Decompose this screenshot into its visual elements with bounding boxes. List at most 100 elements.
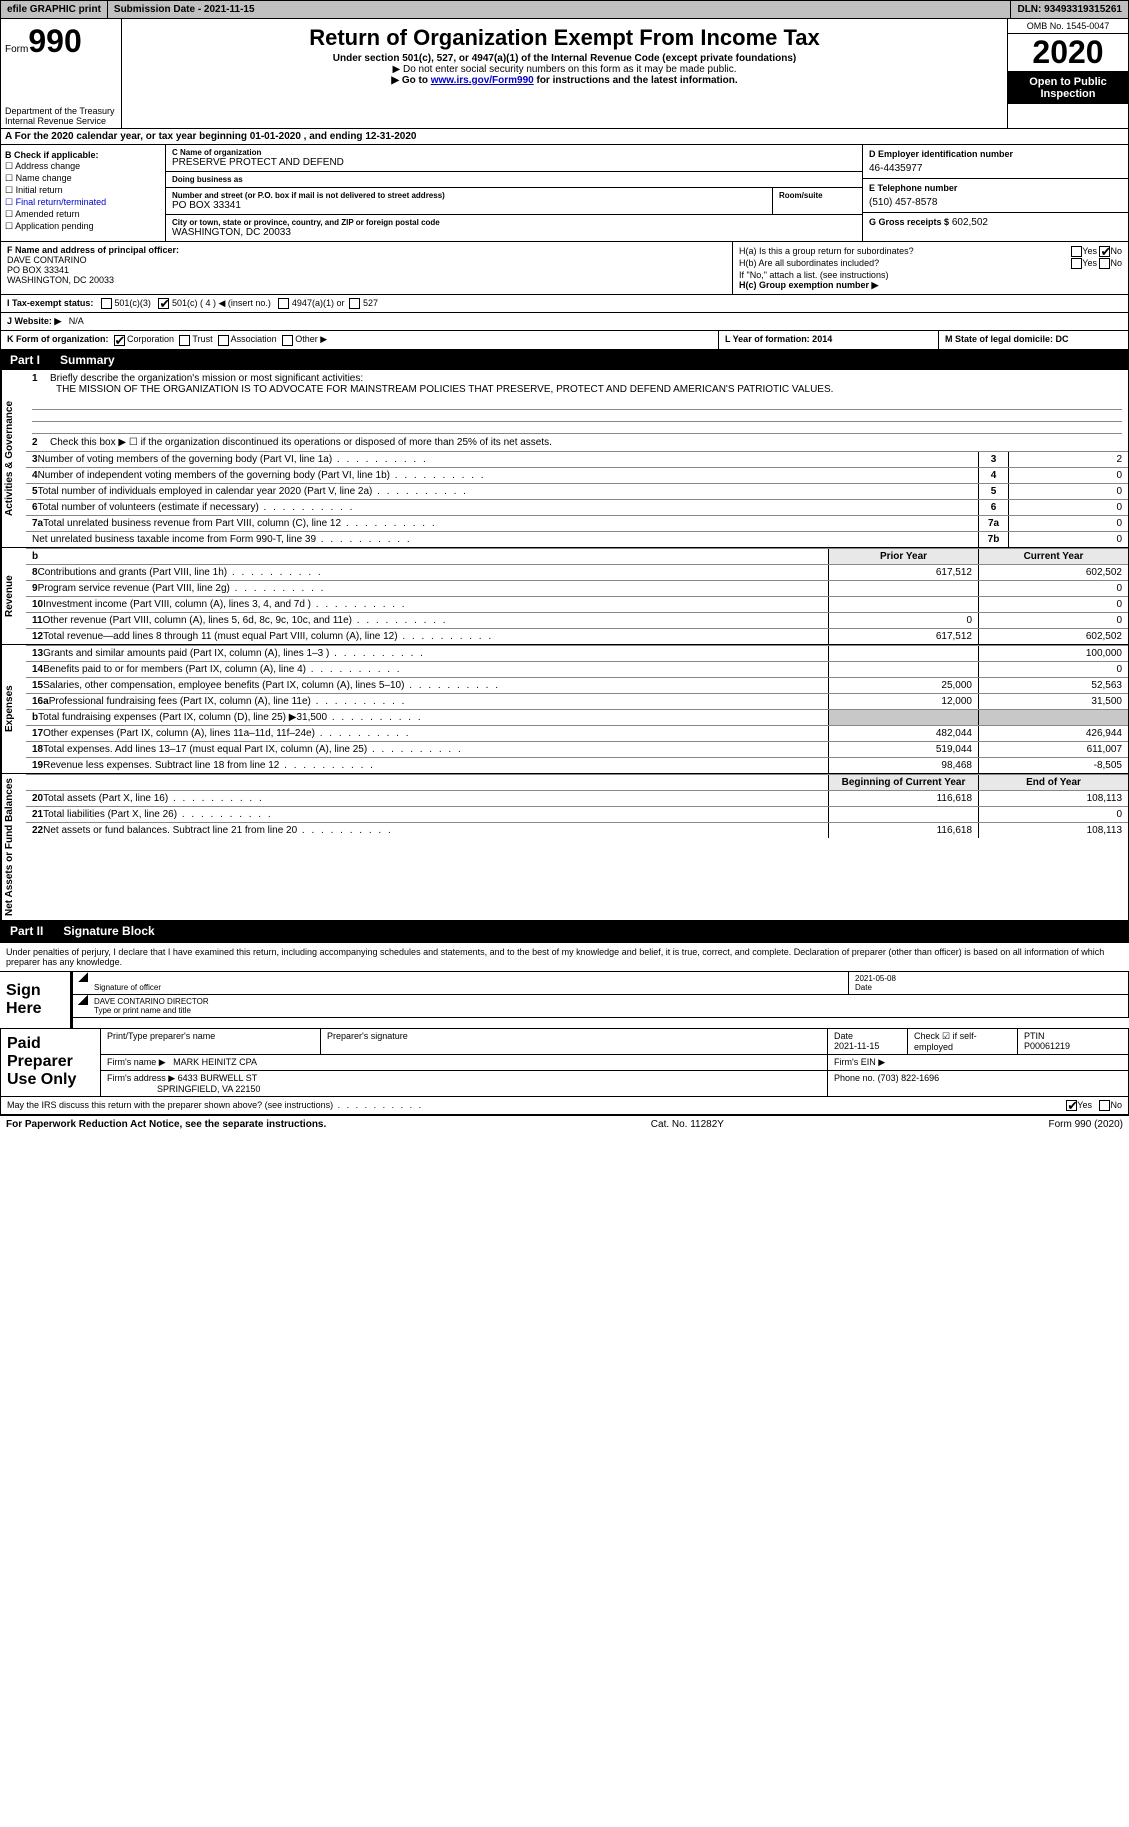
box-h: H(a) Is this a group return for subordin… <box>733 242 1128 294</box>
form-header: Form990 Return of Organization Exempt Fr… <box>0 19 1129 104</box>
dba-label: Doing business as <box>172 175 856 184</box>
table-row: 3Number of voting members of the governi… <box>26 451 1128 467</box>
table-row: 5Total number of individuals employed in… <box>26 483 1128 499</box>
org-name-label: C Name of organization <box>172 148 856 157</box>
dln: DLN: 93493319315261 <box>1011 1 1128 18</box>
paperwork-notice: For Paperwork Reduction Act Notice, see … <box>6 1119 326 1130</box>
table-row: 4Number of independent voting members of… <box>26 467 1128 483</box>
beg-year-hdr: Beginning of Current Year <box>828 775 978 790</box>
chk-initial-return[interactable]: ☐ Initial return <box>5 185 161 196</box>
form-label: Form <box>5 44 28 55</box>
chk-amended[interactable]: ☐ Amended return <box>5 209 161 220</box>
ha-yes[interactable] <box>1071 246 1082 257</box>
table-row: 21Total liabilities (Part X, line 26)0 <box>26 806 1128 822</box>
chk-address-change[interactable]: ☐ Address change <box>5 161 161 172</box>
chk-4947[interactable] <box>278 298 289 309</box>
sign-arrow-icon <box>73 995 88 1017</box>
subtitle-2: ▶ Do not enter social security numbers o… <box>126 64 1003 75</box>
h-c-label: H(c) Group exemption number ▶ <box>739 280 1122 291</box>
subtitle-1: Under section 501(c), 527, or 4947(a)(1)… <box>126 53 1003 64</box>
blank-line <box>32 422 1122 434</box>
efile-print-button[interactable]: efile GRAPHIC print <box>1 1 108 18</box>
footer: For Paperwork Reduction Act Notice, see … <box>0 1115 1129 1133</box>
firm-phone: Phone no. (703) 822-1696 <box>828 1071 1128 1096</box>
blank-line <box>32 410 1122 422</box>
signature-declaration: Under penalties of perjury, I declare th… <box>0 941 1129 971</box>
website-value: N/A <box>69 316 84 326</box>
table-row: 7aTotal unrelated business revenue from … <box>26 515 1128 531</box>
chk-app-pending[interactable]: ☐ Application pending <box>5 221 161 232</box>
prior-year-hdr: Prior Year <box>828 549 978 564</box>
row-l-year-formed: L Year of formation: 2014 <box>718 331 938 348</box>
side-revenue: Revenue <box>1 548 26 644</box>
box-c: C Name of organizationPRESERVE PROTECT A… <box>166 145 863 241</box>
table-row: 19Revenue less expenses. Subtract line 1… <box>26 757 1128 773</box>
h-b-label: H(b) Are all subordinates included? <box>739 258 879 269</box>
sign-arrow-icon <box>73 972 88 994</box>
mission-text: THE MISSION OF THE ORGANIZATION IS TO AD… <box>32 384 1122 395</box>
chk-527[interactable] <box>349 298 360 309</box>
addr-label: Number and street (or P.O. box if mail i… <box>172 191 772 200</box>
chk-name-change[interactable]: ☐ Name change <box>5 173 161 184</box>
firm-addr: Firm's address ▶ 6433 BURWELL ST SPRINGF… <box>101 1071 828 1096</box>
side-expenses: Expenses <box>1 645 26 773</box>
table-row: 11Other revenue (Part VIII, column (A), … <box>26 612 1128 628</box>
signature-cell[interactable]: Signature of officer <box>88 972 849 994</box>
irs-link[interactable]: www.irs.gov/Form990 <box>431 75 534 86</box>
addr-value: PO BOX 33341 <box>172 200 772 211</box>
chk-corp[interactable] <box>114 335 125 346</box>
chk-501c[interactable] <box>158 298 169 309</box>
h-a-label: H(a) Is this a group return for subordin… <box>739 246 914 257</box>
blank-line <box>32 398 1122 410</box>
firm-ein: Firm's EIN ▶ <box>828 1055 1128 1070</box>
line-a-tax-year: A For the 2020 calendar year, or tax yea… <box>0 129 1129 145</box>
cat-no: Cat. No. 11282Y <box>651 1119 724 1130</box>
efile-topbar: efile GRAPHIC print Submission Date - 20… <box>0 0 1129 19</box>
end-year-hdr: End of Year <box>978 775 1128 790</box>
omb-number: OMB No. 1545-0047 <box>1008 19 1128 34</box>
room-label: Room/suite <box>779 191 856 200</box>
prep-ptin: PTINP00061219 <box>1018 1029 1128 1054</box>
row-m-domicile: M State of legal domicile: DC <box>938 331 1128 348</box>
form-title: Return of Organization Exempt From Incom… <box>126 25 1003 51</box>
gross-value: 602,502 <box>952 217 988 228</box>
part-2-header: Part IISignature Block <box>0 921 1129 941</box>
firm-name: Firm's name ▶ MARK HEINITZ CPA <box>101 1055 828 1070</box>
table-row: 10Investment income (Part VIII, column (… <box>26 596 1128 612</box>
h-note: If "No," attach a list. (see instruction… <box>739 270 1122 280</box>
hb-yes[interactable] <box>1071 258 1082 269</box>
phone-label: E Telephone number <box>869 183 1122 193</box>
box-b: B Check if applicable: ☐ Address change … <box>1 145 166 241</box>
net-header-row: Beginning of Current Year End of Year <box>26 774 1128 790</box>
officer-addr2: WASHINGTON, DC 20033 <box>7 275 114 285</box>
officer-name-cell: DAVE CONTARINO DIRECTORType or print nam… <box>88 995 1129 1017</box>
form-number: 990 <box>28 23 81 59</box>
chk-trust[interactable] <box>179 335 190 346</box>
table-row: 15Salaries, other compensation, employee… <box>26 677 1128 693</box>
prep-self-emp[interactable]: Check ☑ if self-employed <box>908 1029 1018 1054</box>
table-row: bTotal fundraising expenses (Part IX, co… <box>26 709 1128 725</box>
discuss-no[interactable] <box>1099 1100 1110 1111</box>
chk-other[interactable] <box>282 335 293 346</box>
discuss-yes[interactable] <box>1066 1100 1077 1111</box>
table-row: 16aProfessional fundraising fees (Part I… <box>26 693 1128 709</box>
table-row: Net unrelated business taxable income fr… <box>26 531 1128 547</box>
table-row: 17Other expenses (Part IX, column (A), l… <box>26 725 1128 741</box>
ha-no[interactable] <box>1099 246 1110 257</box>
dept-treasury: Department of the TreasuryInternal Reven… <box>1 104 121 128</box>
table-row: 14Benefits paid to or for members (Part … <box>26 661 1128 677</box>
prep-date: Date2021-11-15 <box>828 1029 908 1054</box>
discuss-row: May the IRS discuss this return with the… <box>0 1097 1129 1115</box>
phone-value: (510) 457-8578 <box>869 193 1122 208</box>
chk-final-return[interactable]: ☐ Final return/terminated <box>5 197 161 208</box>
tax-year: 2020 <box>1008 34 1128 72</box>
table-row: 9Program service revenue (Part VIII, lin… <box>26 580 1128 596</box>
chk-assoc[interactable] <box>218 335 229 346</box>
city-value: WASHINGTON, DC 20033 <box>172 227 856 238</box>
table-row: 22Net assets or fund balances. Subtract … <box>26 822 1128 838</box>
paid-preparer-label: Paid Preparer Use Only <box>1 1029 101 1096</box>
box-b-title: B Check if applicable: <box>5 150 161 160</box>
part-1-header: Part ISummary <box>0 350 1129 370</box>
chk-501c3[interactable] <box>101 298 112 309</box>
hb-no[interactable] <box>1099 258 1110 269</box>
